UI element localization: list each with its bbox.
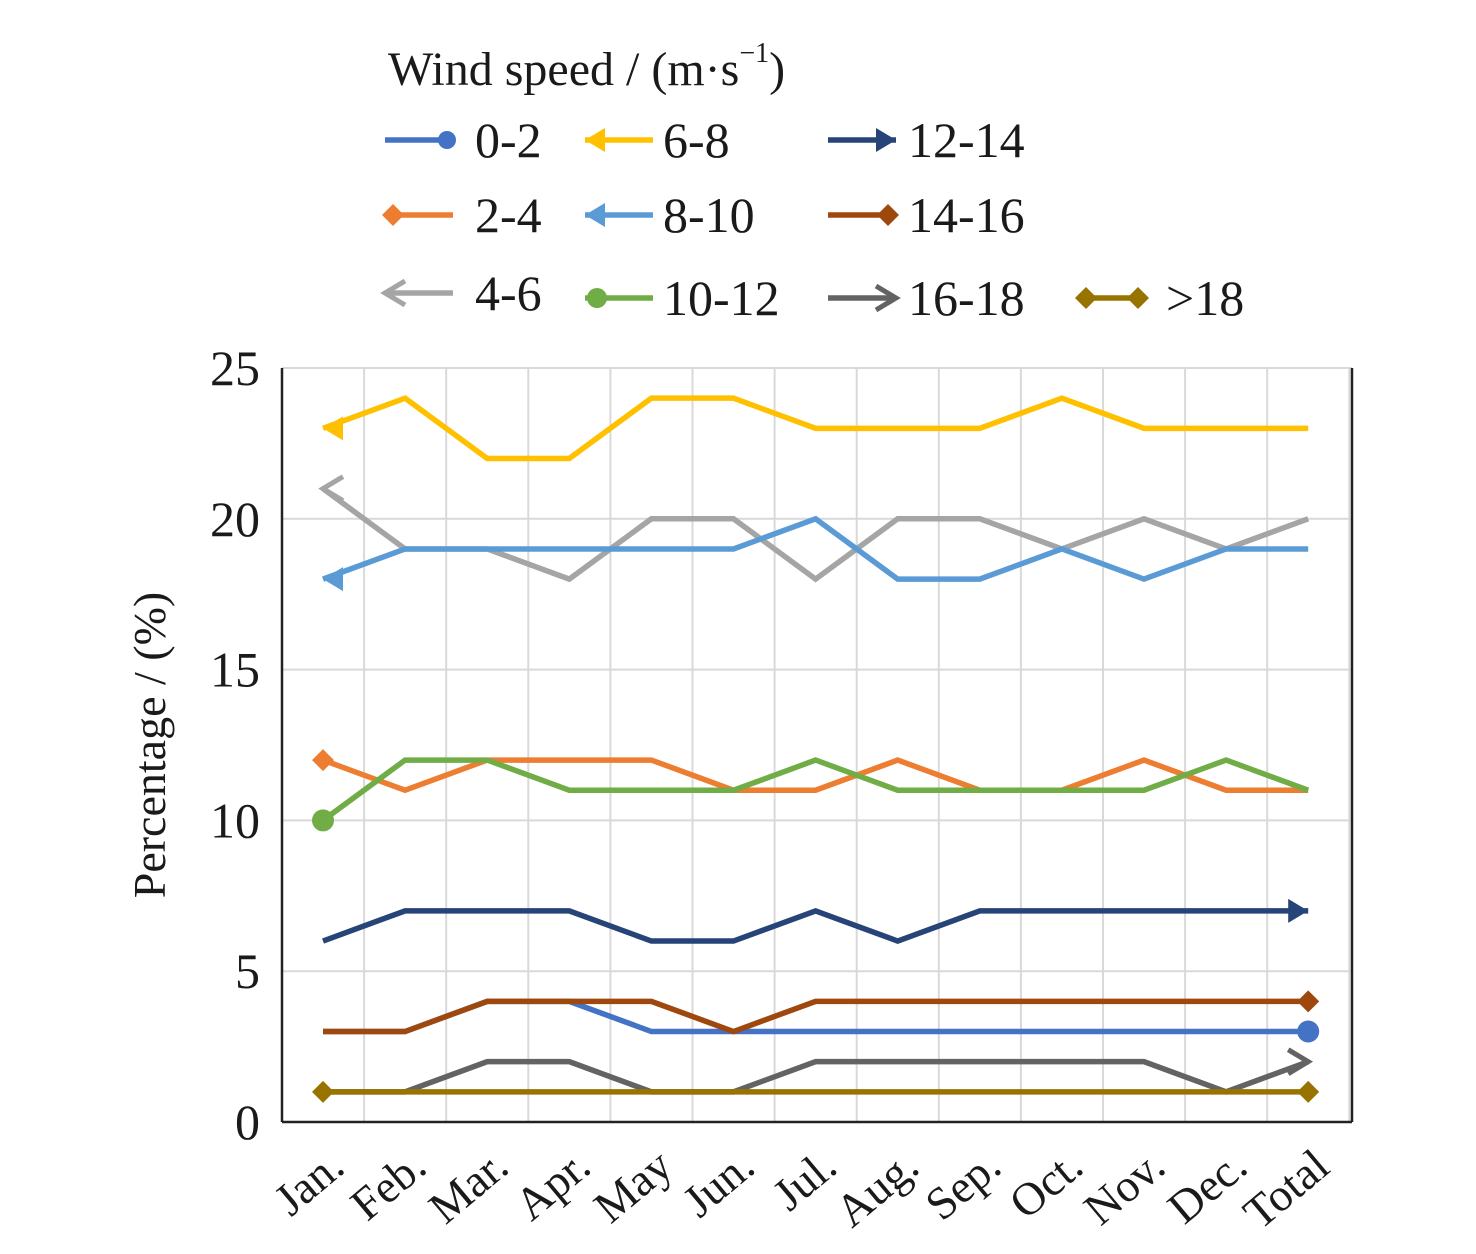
legend-label: 8-10 (663, 187, 755, 243)
y-tick-label: 15 (210, 642, 260, 698)
series-end-marker (1297, 1080, 1320, 1103)
legend-label: 2-4 (475, 187, 542, 243)
series-end-arrow (1288, 898, 1309, 923)
legend-swatch (585, 128, 653, 152)
series-marker (1297, 990, 1320, 1013)
legend-marker (585, 203, 605, 227)
series-line (322, 907, 1309, 944)
legend-swatch (585, 288, 653, 308)
legend-swatch (385, 131, 456, 149)
legend-marker (876, 128, 896, 152)
legend-label: >18 (1166, 270, 1244, 326)
legend-marker (1075, 287, 1097, 309)
legend-item: 10-12 (585, 270, 780, 326)
legend-swatch (828, 204, 899, 226)
series-end-marker (1297, 1020, 1320, 1043)
y-axis-title: Percentage / (%) (124, 592, 175, 899)
legend-label: 12-14 (908, 112, 1025, 168)
legend-item: 14-16 (828, 187, 1025, 243)
legend-item: 0-2 (385, 112, 542, 168)
series-16-18 (323, 1047, 1314, 1095)
x-tick-label: Feb. (341, 1139, 435, 1230)
series-12-14 (322, 898, 1309, 944)
legend-item: >18 (1075, 270, 1244, 326)
legend-swatch (380, 278, 453, 308)
series-line (321, 757, 1310, 823)
series-start-marker (312, 809, 334, 832)
series-end-arrow (1286, 1047, 1314, 1076)
x-tick-label: May (584, 1139, 681, 1232)
legend-swatch (382, 204, 453, 226)
series-start-arrow (323, 416, 343, 441)
x-tick-label: Aug. (826, 1139, 928, 1236)
legend-marker (438, 131, 456, 149)
gridlines (282, 367, 1352, 1122)
x-tick-label: Apr. (505, 1139, 599, 1230)
series-10-12 (312, 757, 1310, 832)
series-4-6 (318, 474, 1310, 583)
legend-item: 6-8 (585, 112, 730, 168)
series-line (322, 515, 1309, 583)
series-14-16 (323, 990, 1320, 1035)
series-6-8 (322, 395, 1309, 462)
x-tick-label: Oct. (1000, 1139, 1092, 1228)
legend-label: 14-16 (908, 187, 1025, 243)
series-line (321, 486, 1310, 583)
legend-swatch (585, 203, 653, 227)
x-tick-label: Sep. (915, 1139, 1009, 1230)
y-tick-label: 0 (235, 1094, 260, 1150)
series-gt18 (312, 1080, 1320, 1103)
y-tick-label: 10 (210, 792, 260, 848)
legend-marker (587, 288, 607, 308)
series-start-arrow (323, 567, 343, 592)
series-line (323, 1058, 1310, 1095)
legend-marker (877, 204, 899, 226)
series-line (323, 998, 1309, 1035)
legend-item: 2-4 (382, 187, 542, 243)
legend-marker (585, 128, 605, 152)
legend-marker (382, 204, 404, 226)
legend-label: 10-12 (663, 270, 780, 326)
legend-item: 4-6 (380, 265, 542, 321)
series-line (322, 395, 1309, 462)
series-8-10 (322, 515, 1309, 592)
y-tick-label: 20 (210, 491, 260, 547)
x-tick-label: Nov. (1074, 1139, 1174, 1234)
legend-label: 6-8 (663, 112, 730, 168)
legend-title-close: ) (769, 43, 786, 96)
x-tick-label: Mar. (419, 1139, 517, 1233)
x-tick-label: Jun. (673, 1139, 764, 1227)
legend-swatch (828, 283, 901, 313)
legend-marker (874, 283, 901, 313)
y-tick-label: 25 (210, 340, 260, 396)
legend-label: 0-2 (475, 112, 542, 168)
legend-item: 8-10 (585, 187, 755, 243)
legend-label: 4-6 (475, 265, 542, 321)
legend-item: 16-18 (828, 270, 1025, 326)
legend-title-main: Wind speed / (m·s (388, 43, 740, 96)
series-start-arrow (318, 474, 345, 503)
series-start-marker (312, 1080, 334, 1103)
series-marker (312, 749, 334, 772)
legend-swatch (1075, 287, 1149, 309)
legend-marker (380, 278, 407, 308)
legend-marker (1127, 287, 1149, 309)
x-tick-label: Total (1234, 1139, 1339, 1238)
legend-title: Wind speed / (m·s−1) (388, 30, 785, 100)
y-tick-label: 5 (235, 943, 260, 999)
x-tick-label: Dec. (1158, 1139, 1256, 1233)
legend-title-exponent: −1 (739, 38, 770, 69)
x-tick-label: Jan. (265, 1139, 354, 1225)
legend-swatch (828, 128, 896, 152)
legend-label: 16-18 (908, 270, 1025, 326)
legend-item: 12-14 (828, 112, 1025, 168)
